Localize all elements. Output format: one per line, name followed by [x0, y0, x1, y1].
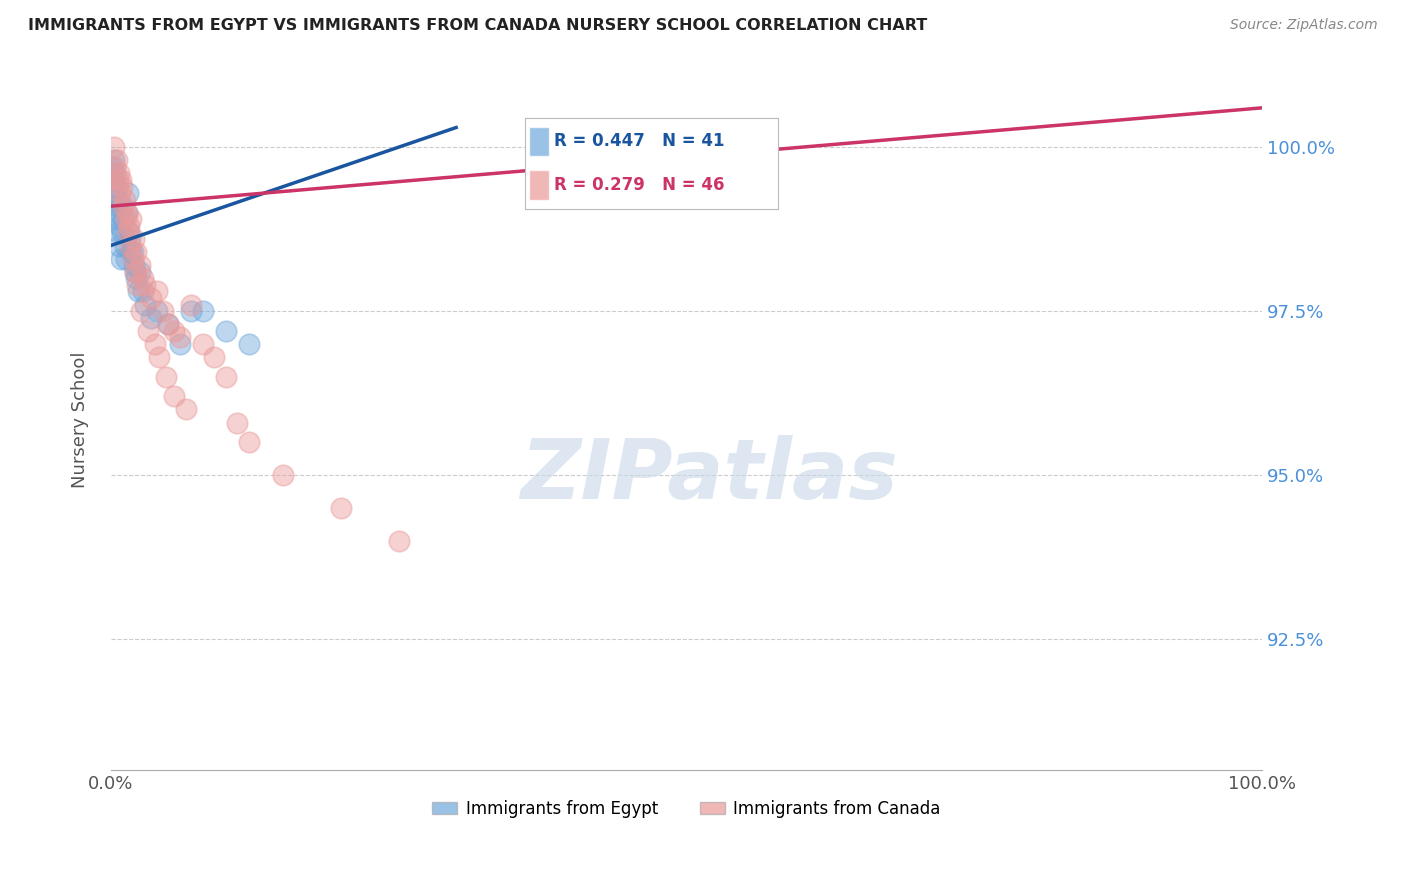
Point: [108, 206, 131, 220]
Point: [191, 337, 214, 351]
Point: [330, 500, 353, 515]
Point: [163, 324, 186, 338]
Point: [103, 153, 125, 168]
Point: [163, 389, 186, 403]
Point: [120, 232, 142, 246]
Point: [122, 258, 145, 272]
Point: [169, 337, 191, 351]
Text: ZIPatlas: ZIPatlas: [520, 435, 898, 516]
Point: [226, 416, 249, 430]
Point: [180, 297, 202, 311]
Point: [114, 252, 136, 266]
Point: [146, 285, 169, 299]
Point: [115, 206, 138, 220]
Point: [273, 467, 295, 482]
Point: [387, 533, 409, 548]
Point: [104, 186, 127, 200]
Point: [103, 140, 125, 154]
Point: [111, 179, 134, 194]
Point: [120, 238, 142, 252]
Point: [101, 173, 124, 187]
Point: [118, 219, 141, 233]
Point: [127, 277, 149, 292]
Point: [127, 285, 149, 299]
Point: [108, 186, 131, 200]
Point: [105, 212, 128, 227]
Point: [139, 291, 162, 305]
Point: [238, 337, 260, 351]
Point: [121, 245, 143, 260]
Point: [112, 212, 135, 227]
Legend: Immigrants from Egypt, Immigrants from Canada: Immigrants from Egypt, Immigrants from C…: [426, 794, 948, 825]
Point: [215, 369, 238, 384]
Point: [174, 402, 197, 417]
Point: [134, 297, 156, 311]
Point: [114, 238, 136, 252]
Point: [180, 304, 202, 318]
Point: [112, 199, 135, 213]
Point: [114, 193, 136, 207]
Point: [114, 212, 136, 227]
Point: [110, 199, 132, 213]
Point: [104, 199, 127, 213]
Point: [148, 350, 170, 364]
Text: IMMIGRANTS FROM EGYPT VS IMMIGRANTS FROM CANADA NURSERY SCHOOL CORRELATION CHART: IMMIGRANTS FROM EGYPT VS IMMIGRANTS FROM…: [28, 18, 928, 33]
Point: [157, 317, 180, 331]
Point: [136, 324, 159, 338]
Point: [125, 271, 148, 285]
Point: [117, 226, 139, 240]
Point: [111, 226, 134, 240]
Text: Source: ZipAtlas.com: Source: ZipAtlas.com: [1230, 18, 1378, 32]
Point: [128, 258, 150, 272]
Point: [157, 317, 180, 331]
Point: [101, 160, 124, 174]
Point: [139, 310, 162, 325]
Point: [117, 186, 139, 200]
Point: [121, 252, 143, 266]
Point: [134, 277, 156, 292]
Point: [115, 206, 138, 220]
Point: [215, 324, 238, 338]
Point: [146, 304, 169, 318]
Point: [191, 304, 214, 318]
Point: [238, 435, 260, 450]
Point: [110, 252, 132, 266]
Point: [122, 232, 145, 246]
Point: [121, 212, 143, 227]
Point: [121, 245, 143, 260]
Point: [202, 350, 225, 364]
Y-axis label: Nursery School: Nursery School: [72, 351, 89, 488]
Point: [132, 285, 155, 299]
Point: [108, 166, 131, 180]
Point: [104, 166, 127, 180]
Point: [118, 226, 141, 240]
Point: [155, 369, 177, 384]
Point: [124, 265, 146, 279]
Point: [108, 238, 131, 252]
Point: [143, 337, 166, 351]
Point: [107, 173, 129, 187]
Point: [110, 173, 132, 187]
Point: [107, 193, 129, 207]
Point: [129, 304, 152, 318]
Point: [105, 179, 128, 194]
Point: [124, 265, 146, 279]
Point: [169, 330, 191, 344]
Point: [125, 245, 148, 260]
Point: [103, 173, 125, 187]
Point: [132, 271, 155, 285]
Point: [107, 226, 129, 240]
Point: [105, 153, 128, 168]
Point: [152, 304, 174, 318]
Point: [104, 160, 127, 174]
Point: [108, 219, 131, 233]
Point: [128, 265, 150, 279]
